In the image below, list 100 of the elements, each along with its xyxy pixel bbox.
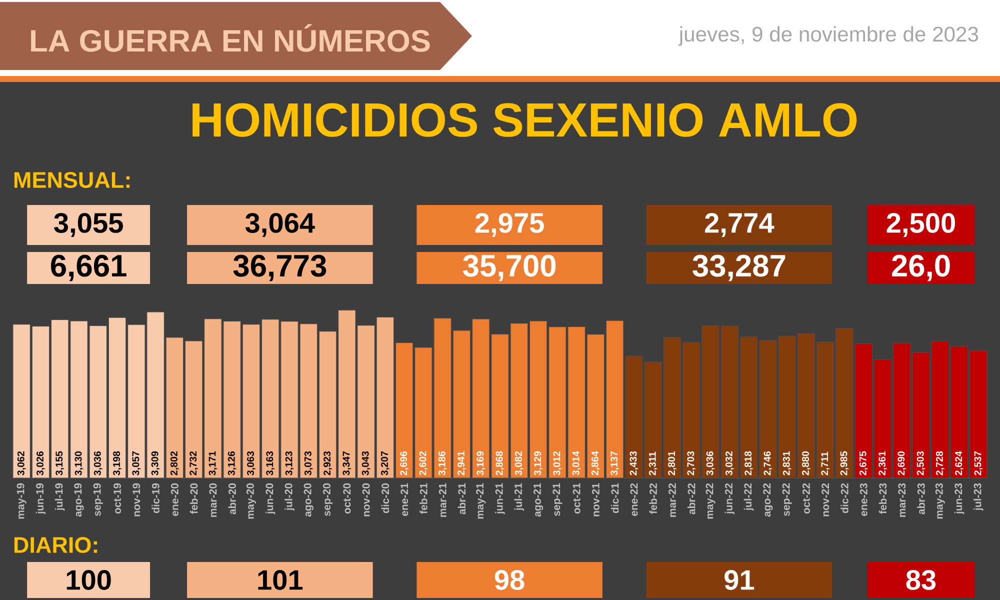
x-tick-label: jun-20 — [265, 483, 276, 514]
x-tick-label: sep-22 — [782, 483, 792, 516]
data-label: 3,123 — [285, 451, 294, 476]
x-tick-label: feb-21 — [420, 483, 428, 514]
text: MENSUAL: — [14, 172, 130, 188]
text: 3,064 — [245, 213, 315, 237]
data-label: 2,433 — [630, 451, 638, 476]
data-label: 2,711 — [821, 452, 830, 476]
x-tick-label: may-20 — [246, 483, 256, 519]
data-label: 3,036 — [94, 451, 102, 476]
data-label: 2,923 — [324, 451, 332, 476]
x-tick-label: ene-22 — [630, 483, 638, 516]
text: DIARIO: — [14, 537, 98, 553]
text: 35,700 — [462, 254, 556, 282]
text: LA GUERRA EN NÚMEROS — [31, 24, 430, 52]
x-tick-label: jun-19 — [36, 483, 46, 514]
data-label: 3,171 — [208, 451, 218, 476]
data-label: 3,130 — [74, 451, 84, 476]
x-tick-label: may-22 — [706, 483, 716, 519]
x-tick-label: abr-23 — [917, 483, 925, 514]
text: 2,975 — [475, 213, 544, 237]
data-label: 3,309 — [151, 451, 160, 476]
data-label: 3,036 — [706, 451, 715, 476]
x-tick-label: jun-21 — [495, 483, 505, 514]
x-tick-label: sep-21 — [552, 483, 562, 516]
x-tick-label: abr-22 — [688, 483, 696, 514]
data-label: 2,537 — [974, 451, 983, 476]
x-tick-label: may-23 — [935, 483, 945, 519]
data-label: 3,129 — [534, 451, 542, 476]
data-label: 2,311 — [648, 452, 658, 476]
data-label: 3,186 — [438, 451, 447, 476]
data-label: 2,868 — [496, 451, 504, 476]
x-tick-label: jun-22 — [724, 483, 735, 514]
data-label: 2,696 — [400, 451, 409, 476]
data-label: 2,703 — [687, 451, 696, 476]
x-tick-label: jun-23 — [954, 483, 964, 514]
data-label: 2,985 — [840, 451, 849, 476]
data-label: 3,126 — [228, 451, 236, 476]
x-tick-label: ago-22 — [763, 483, 773, 517]
x-tick-label: mar-22 — [668, 483, 676, 517]
x-tick-label: jul-19 — [54, 483, 65, 511]
x-tick-label: ago-19 — [74, 483, 84, 517]
text: 91 — [724, 570, 754, 590]
data-label: 2,746 — [764, 451, 772, 476]
data-label: 3,155 — [56, 451, 64, 476]
text: 33,287 — [692, 254, 786, 282]
x-tick-label: nov-21 — [592, 483, 600, 516]
data-label: 2,361 — [878, 451, 887, 476]
text: 6,661 — [50, 254, 126, 282]
text: 83 — [906, 570, 936, 590]
data-label: 3,207 — [381, 451, 390, 476]
x-tick-label: abr-21 — [458, 483, 466, 514]
chart-title: HOMICIDIOS SEXENIO AMLO — [192, 103, 857, 137]
x-tick-label: jul-21 — [514, 483, 524, 511]
data-label: 3,043 — [362, 451, 370, 476]
x-tick-label: ago-20 — [304, 483, 314, 517]
x-tick-label: mar-20 — [209, 483, 217, 517]
x-tick-label: mar-21 — [438, 483, 446, 517]
data-label: 3,026 — [36, 451, 45, 476]
data-label: 2,690 — [898, 451, 906, 476]
data-label: 3,062 — [17, 451, 26, 476]
x-tick-label: feb-22 — [649, 483, 657, 514]
text: 2,774 — [705, 213, 774, 237]
x-tick-label: ene-21 — [400, 483, 408, 516]
data-label: 2,880 — [802, 451, 810, 476]
data-label: 3,073 — [304, 451, 313, 476]
x-tick-label: jul-23 — [974, 483, 984, 511]
data-label: 2,602 — [419, 451, 428, 476]
data-label: 2,864 — [592, 451, 600, 476]
data-label: 3,012 — [553, 451, 562, 476]
data-label: 2,675 — [859, 451, 868, 476]
x-tick-label: ene-20 — [170, 483, 178, 516]
x-tick-label: jul-22 — [744, 483, 754, 511]
x-tick-label: jul-20 — [284, 483, 294, 511]
x-tick-label: sep-20 — [322, 483, 333, 516]
text: 98 — [494, 570, 524, 590]
text: 100 — [66, 570, 111, 590]
x-tick-label: abr-20 — [228, 483, 236, 514]
text: 36,773 — [233, 254, 326, 282]
data-label: 2,831 — [782, 451, 792, 476]
x-tick-label: oct-20 — [343, 483, 351, 514]
x-tick-label: oct-22 — [802, 483, 810, 514]
data-label: 3,014 — [572, 451, 581, 476]
data-label: 2,728 — [936, 451, 944, 476]
x-tick-label: ene-23 — [860, 483, 868, 516]
data-label: 2,732 — [190, 451, 198, 476]
x-tick-label: dic-20 — [381, 483, 390, 513]
x-tick-label: may-19 — [16, 483, 26, 519]
x-tick-label: oct-21 — [572, 483, 580, 514]
text: 101 — [258, 570, 303, 590]
data-label: 2,624 — [955, 451, 964, 476]
text: 26,0 — [892, 254, 950, 282]
x-tick-label: ago-21 — [533, 483, 544, 517]
data-label: 2,801 — [668, 451, 676, 476]
data-label: 3,032 — [725, 451, 734, 476]
x-tick-label: nov-19 — [132, 483, 140, 516]
data-label: 3,057 — [132, 451, 141, 476]
x-tick-label: dic-19 — [152, 483, 160, 513]
x-tick-label: may-21 — [476, 483, 486, 519]
x-tick-label: mar-23 — [898, 483, 906, 517]
